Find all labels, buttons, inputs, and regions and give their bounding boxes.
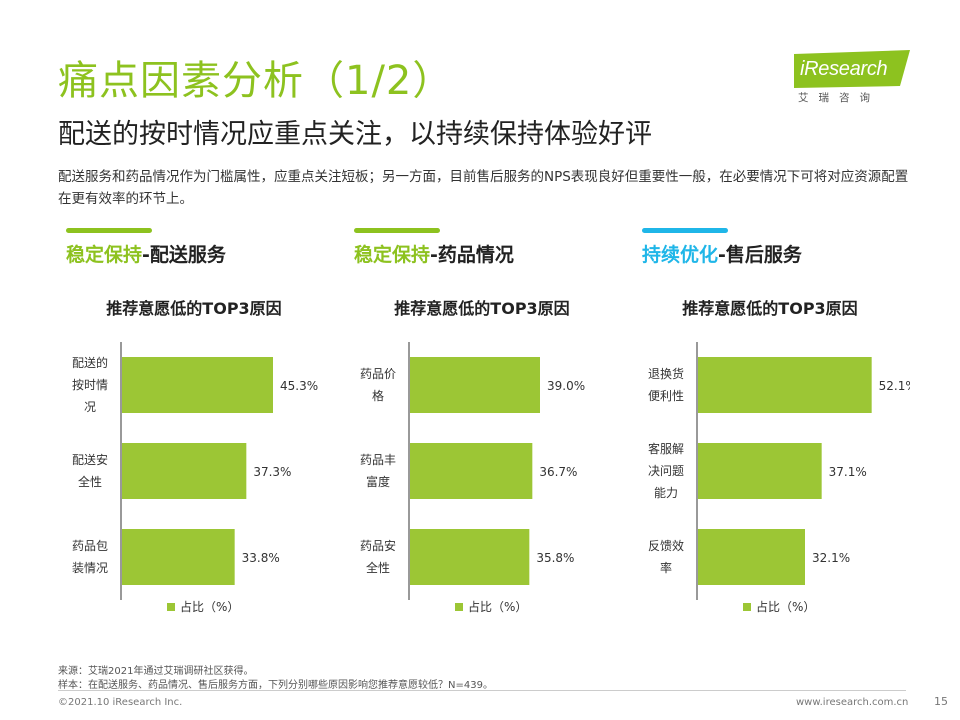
chart-title: 推荐意愿低的TOP3原因	[106, 299, 281, 318]
legend-label: 占比（%）	[180, 599, 239, 614]
section-3-rest: -售后服务	[718, 244, 802, 266]
category-label-0: 药品价格	[360, 367, 396, 403]
category-label-line: 药品价	[360, 367, 396, 381]
legend-swatch	[455, 603, 463, 611]
section-2-accent-bar	[354, 228, 440, 233]
value-label-0: 45.3%	[280, 379, 318, 393]
category-label-line: 反馈效	[648, 538, 684, 553]
section-2-tag: 稳定保持	[354, 244, 431, 266]
bar-0	[122, 357, 273, 413]
section-1-heading: 稳定保持-配送服务	[66, 240, 226, 267]
section-1-tag: 稳定保持	[66, 244, 143, 266]
category-label-line: 率	[660, 560, 672, 575]
section-2-rest: -药品情况	[430, 244, 514, 266]
category-label-1: 配送安全性	[72, 452, 108, 489]
category-label-line: 全性	[78, 474, 102, 489]
page-number: 15	[934, 695, 948, 708]
category-label-2: 药品包装情况	[72, 539, 108, 575]
value-label-1: 37.1%	[829, 465, 867, 479]
category-label-line: 能力	[654, 486, 678, 500]
category-label-line: 富度	[366, 474, 390, 489]
section-1-accent-bar	[66, 228, 152, 233]
sample-note: 样本：在配送服务、药品情况、售后服务方面，下列分别哪些原因影响您推荐意愿较低？N…	[58, 680, 493, 691]
iresearch-logo: iResearch 艾瑞咨询	[794, 50, 914, 108]
logo-subtext: 艾瑞咨询	[798, 92, 880, 104]
category-label-line: 配送安	[72, 452, 108, 467]
chart-aftersales-svg: 推荐意愿低的TOP3原因 52.1% 退换货便利性 37.1% 客服解决问题能力 32.1…	[648, 299, 910, 614]
category-label-line: 退换货	[648, 366, 684, 381]
category-label-line: 况	[84, 400, 96, 414]
chart-delivery-svg: 推荐意愿低的TOP3原因 45.3% 配送的按时情况 37.3% 配送安全性 33.8% 药…	[72, 299, 318, 614]
category-label-line: 药品包	[72, 539, 108, 553]
category-label-line: 决问题	[648, 464, 684, 478]
website: www.iresearch.com.cn	[796, 697, 909, 708]
value-label-2: 32.1%	[812, 551, 850, 565]
bar-0	[410, 357, 540, 413]
category-label-2: 药品安全性	[360, 538, 396, 575]
bar-0	[698, 357, 872, 413]
category-label-line: 按时情	[72, 378, 108, 392]
value-label-0: 39.0%	[547, 379, 585, 393]
chart-title: 推荐意愿低的TOP3原因	[394, 299, 569, 318]
copyright: ©2021.10 iResearch Inc.	[58, 697, 183, 708]
bar-1	[122, 443, 247, 499]
value-label-1: 36.7%	[539, 465, 577, 479]
section-3-accent-bar	[642, 228, 728, 233]
category-label-2: 反馈效率	[648, 538, 684, 575]
category-label-line: 药品安	[360, 538, 396, 553]
source-note: 来源：艾瑞2021年通过艾瑞调研社区获得。	[58, 666, 254, 677]
page-title: 痛点因素分析（1/2）	[58, 58, 454, 104]
category-label-0: 退换货便利性	[648, 366, 684, 403]
value-label-1: 37.3%	[253, 465, 291, 479]
chart-title: 推荐意愿低的TOP3原因	[682, 299, 857, 318]
value-label-2: 33.8%	[242, 551, 280, 565]
section-3-tag: 持续优化	[642, 244, 719, 266]
section-2-heading: 稳定保持-药品情况	[354, 240, 514, 267]
bar-2	[410, 529, 530, 585]
legend-label: 占比（%）	[468, 599, 527, 614]
chart-medicine: 推荐意愿低的TOP3原因 39.0% 药品价格 36.7% 药品丰富度 35.8% 药品安全…	[342, 290, 622, 630]
logo-text: iResearch	[800, 58, 888, 80]
category-label-line: 客服解	[648, 441, 684, 456]
bar-2	[698, 529, 805, 585]
logo-badge-shape	[794, 50, 910, 88]
page-description: 配送服务和药品情况作为门槛属性，应重点关注短板；另一方面，目前售后服务的NPS表…	[58, 169, 909, 207]
category-label-line: 便利性	[648, 389, 684, 403]
category-label-line: 格	[372, 388, 384, 403]
chart-delivery: 推荐意愿低的TOP3原因 45.3% 配送的按时情况 37.3% 配送安全性 33.8% 药…	[54, 290, 334, 630]
chart-aftersales: 推荐意愿低的TOP3原因 52.1% 退换货便利性 37.1% 客服解决问题能力 32.1…	[630, 290, 910, 630]
category-label-line: 全性	[366, 560, 390, 575]
category-label-1: 药品丰富度	[360, 453, 396, 489]
bar-1	[698, 443, 822, 499]
chart-medicine-svg: 推荐意愿低的TOP3原因 39.0% 药品价格 36.7% 药品丰富度 35.8% 药品安全…	[360, 299, 585, 614]
legend-swatch	[167, 603, 175, 611]
bar-1	[410, 443, 533, 499]
page-subtitle: 配送的按时情况应重点关注，以持续保持体验好评	[58, 119, 652, 150]
category-label-1: 客服解决问题能力	[648, 441, 684, 500]
bar-2	[122, 529, 235, 585]
value-label-2: 35.8%	[536, 551, 574, 565]
legend-label: 占比（%）	[756, 599, 815, 614]
value-label-0: 52.1%	[879, 379, 910, 393]
category-label-line: 装情况	[72, 561, 108, 575]
section-3-heading: 持续优化-售后服务	[642, 240, 802, 267]
category-label-line: 药品丰	[360, 453, 396, 467]
footer-divider	[58, 690, 906, 691]
section-1-rest: -配送服务	[142, 244, 226, 266]
category-label-line: 配送的	[72, 355, 108, 370]
legend-swatch	[743, 603, 751, 611]
category-label-0: 配送的按时情况	[72, 355, 108, 414]
